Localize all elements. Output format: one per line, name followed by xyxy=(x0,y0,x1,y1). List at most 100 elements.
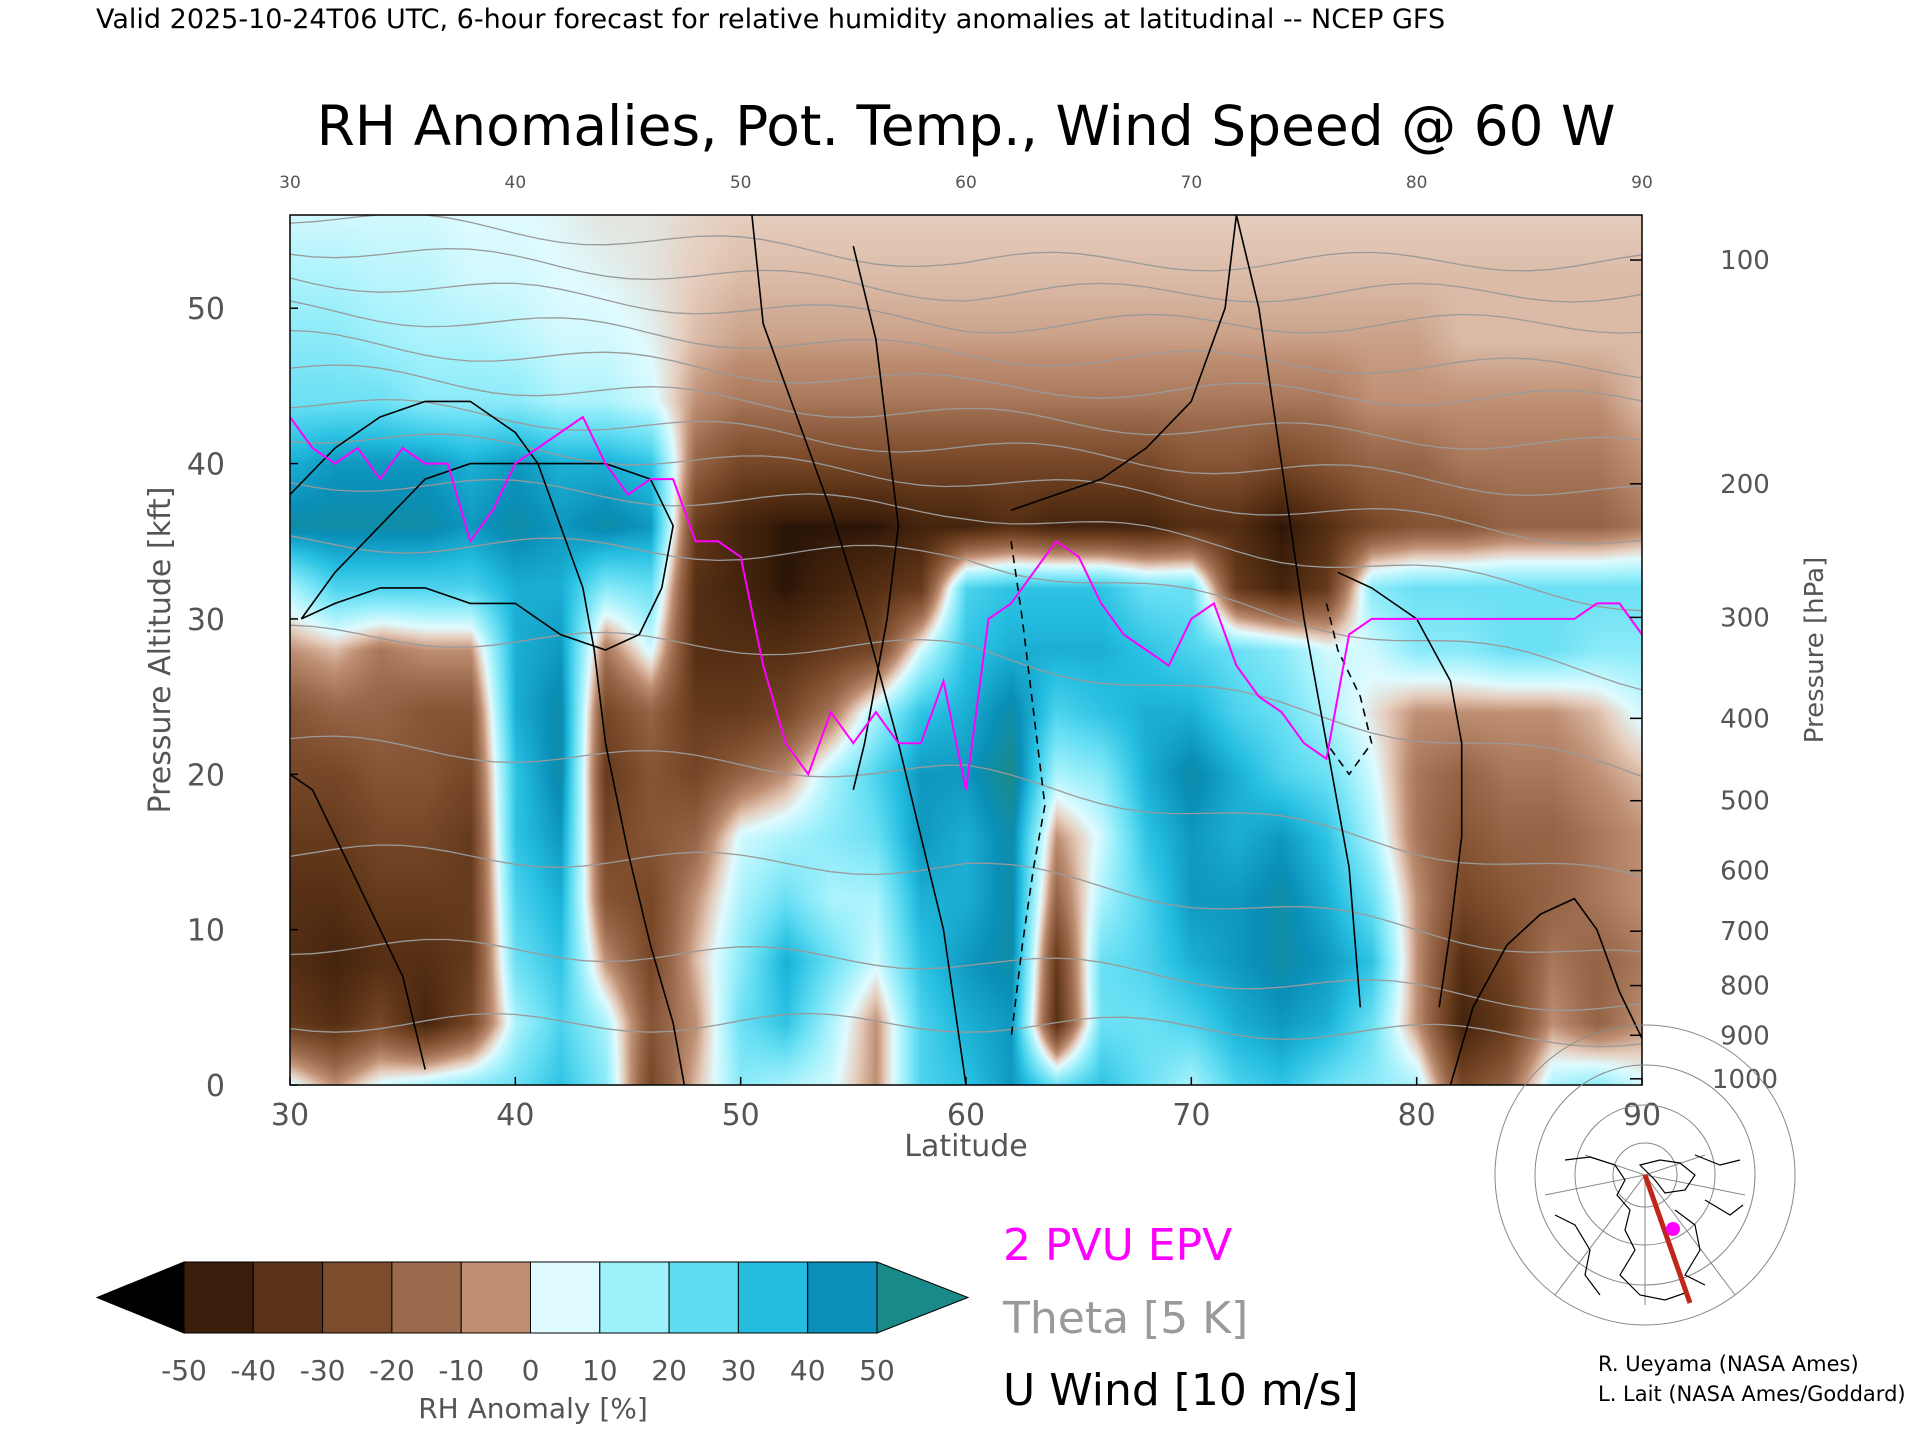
pressure-tick-label: 800 xyxy=(1720,972,1770,1002)
x-top-tick-label: 50 xyxy=(730,173,752,193)
colorbar-tick-label: 20 xyxy=(651,1354,687,1387)
colorbar-tick-label: 40 xyxy=(790,1354,826,1387)
colorbar-segment xyxy=(807,1261,878,1334)
colorbar-segment xyxy=(668,1261,739,1334)
theta-contour xyxy=(290,433,1642,545)
x-top-tick-label: 70 xyxy=(1181,173,1203,193)
x-tick-label: 90 xyxy=(1623,1098,1661,1133)
legend-wind: U Wind [10 m/s] xyxy=(1003,1365,1359,1416)
theta-contour xyxy=(290,1012,1642,1048)
legend-theta: Theta [5 K] xyxy=(1002,1293,1248,1344)
legend-pv: 2 PVU EPV xyxy=(1003,1220,1232,1271)
wind-contour xyxy=(300,462,674,651)
pressure-tick-label: 700 xyxy=(1720,917,1770,947)
chart-title: RH Anomalies, Pot. Temp., Wind Speed @ 6… xyxy=(317,94,1616,158)
colorbar-segment xyxy=(737,1261,809,1334)
credit-line-1: R. Ueyama (NASA Ames) xyxy=(1598,1352,1859,1376)
wind-contour xyxy=(751,215,967,1085)
x-top-tick-label: 30 xyxy=(279,173,301,193)
colorbar-segment xyxy=(252,1261,324,1334)
y-axis-left: 0 10 20 30 40 50 xyxy=(187,292,298,1104)
cross-section-path xyxy=(1642,1174,1693,1304)
pressure-axis-label: Pressure [hPa] xyxy=(1800,557,1830,744)
coastline-outline xyxy=(1554,1154,1744,1301)
pressure-tick-label: 300 xyxy=(1720,603,1770,633)
colorbar: -50 -40 -30 -20 -10 0 10 20 30 40 50 xyxy=(95,1261,970,1387)
x-top-tick-label: 40 xyxy=(505,173,527,193)
pressure-tick-label: 1000 xyxy=(1712,1065,1778,1095)
y-tick-label: 10 xyxy=(187,914,225,949)
colorbar-tick-label: 0 xyxy=(522,1354,540,1387)
colorbar-segment xyxy=(391,1261,462,1334)
x-tick-label: 50 xyxy=(722,1098,760,1133)
theta-contour xyxy=(290,398,1642,497)
colorbar-tick-label: -10 xyxy=(438,1354,484,1387)
theta-contour xyxy=(290,300,1642,379)
y-tick-label: 40 xyxy=(187,448,225,483)
colorbar-tick-label: 50 xyxy=(859,1354,895,1387)
rh-anomaly-heatmap xyxy=(290,215,1642,1085)
theta-contours xyxy=(290,215,1642,1048)
colorbar-tick-label: -50 xyxy=(161,1354,207,1387)
colorbar-segment xyxy=(322,1261,393,1334)
colorbar-tick-label: 10 xyxy=(582,1354,618,1387)
theta-contour xyxy=(290,938,1642,1011)
wind-contours xyxy=(290,215,1642,1085)
theta-contour xyxy=(290,329,1642,407)
wind-contour xyxy=(290,400,686,1085)
x-top-tick-label: 80 xyxy=(1406,173,1428,193)
theta-contour xyxy=(290,624,1642,778)
y-tick-label: 0 xyxy=(206,1069,225,1104)
locator-point xyxy=(1666,1222,1680,1236)
colorbar-segment xyxy=(599,1261,670,1334)
x-tick-label: 60 xyxy=(947,1098,985,1133)
pressure-tick-label: 100 xyxy=(1720,246,1770,276)
x-axis: 30 40 50 60 70 80 90 xyxy=(271,1077,1661,1133)
colorbar-segment xyxy=(530,1261,601,1334)
x-tick-label: 80 xyxy=(1398,1098,1436,1133)
colorbar-tick-label: 30 xyxy=(721,1354,757,1387)
theta-contour xyxy=(290,735,1642,878)
theta-contour xyxy=(290,215,1642,272)
theta-contour xyxy=(290,364,1642,450)
plot-area xyxy=(289,214,1643,1086)
x-tick-label: 40 xyxy=(496,1098,534,1133)
y-axis-right: 100 200 300 400 500 600 700 800 900 1000 xyxy=(1630,246,1778,1095)
theta-contour xyxy=(290,478,1642,612)
credit-line-2: L. Lait (NASA Ames/Goddard) xyxy=(1598,1382,1906,1406)
wind-contour xyxy=(852,245,900,790)
wind-contour xyxy=(1337,571,1463,1008)
theta-contour xyxy=(290,535,1642,691)
colorbar-label: RH Anomaly [%] xyxy=(418,1392,648,1425)
locator-map xyxy=(1494,1024,1796,1326)
theta-contour xyxy=(290,844,1642,953)
x-top-tick-label: 60 xyxy=(955,173,977,193)
x-axis-label: Latitude xyxy=(904,1129,1027,1164)
x-tick-label: 30 xyxy=(271,1098,309,1133)
theta-contour xyxy=(290,247,1642,303)
y-axis-label: Pressure Altitude [kft] xyxy=(143,487,178,814)
colorbar-segment xyxy=(183,1261,254,1334)
wind-contour xyxy=(1449,897,1642,1085)
y-tick-label: 20 xyxy=(187,758,225,793)
x-top-axis: 30 40 50 60 70 80 90 xyxy=(279,173,1653,193)
pressure-tick-label: 400 xyxy=(1720,704,1770,734)
y-tick-label: 50 xyxy=(187,292,225,327)
pressure-tick-label: 500 xyxy=(1720,787,1770,817)
y-tick-label: 30 xyxy=(187,603,225,638)
colorbar-segment xyxy=(460,1261,532,1334)
colorbar-tick-label: -30 xyxy=(300,1354,346,1387)
pressure-tick-label: 200 xyxy=(1720,470,1770,500)
x-top-tick-label: 90 xyxy=(1631,173,1653,193)
pv-2pvu-line xyxy=(290,415,1642,791)
colorbar-under-arrow xyxy=(95,1261,185,1334)
pressure-tick-label: 600 xyxy=(1720,857,1770,887)
theta-contour xyxy=(290,277,1642,334)
colorbar-tick-label: -20 xyxy=(369,1354,415,1387)
pressure-tick-label: 900 xyxy=(1720,1021,1770,1051)
wind-contour xyxy=(290,773,426,1070)
x-tick-label: 70 xyxy=(1172,1098,1210,1133)
pv-contour xyxy=(290,415,1642,791)
valid-time-header: Valid 2025-10-24T06 UTC, 6-hour forecast… xyxy=(96,4,1445,35)
